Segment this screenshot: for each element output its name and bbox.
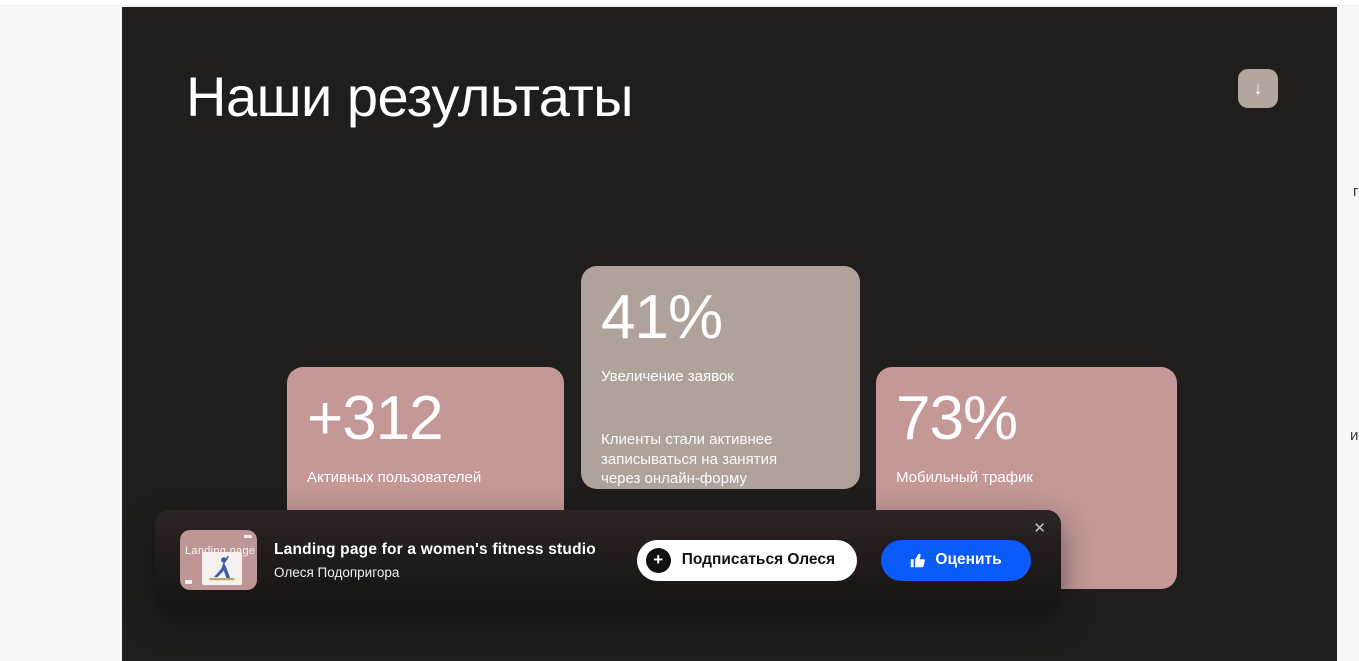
follow-button[interactable]: + Подписаться Олеся bbox=[636, 539, 857, 581]
stat-value: 41% bbox=[601, 283, 723, 352]
stat-card-leads-increase: 41% Увеличение заявок Клиенты стали акти… bbox=[581, 266, 860, 489]
plus-icon: + bbox=[645, 547, 671, 573]
thumbnail-corner-mark bbox=[244, 535, 252, 538]
appreciate-button-label: Оценить bbox=[935, 551, 1002, 568]
stat-value: +312 bbox=[307, 384, 444, 453]
top-band bbox=[0, 0, 1359, 6]
project-info: Landing page for a women's fitness studi… bbox=[274, 541, 637, 580]
project-overlay-bar: Landing page Landing page for a women's … bbox=[155, 510, 1061, 610]
scroll-down-button[interactable]: ↓ bbox=[1238, 69, 1278, 108]
section-title: Наши результаты bbox=[186, 65, 634, 128]
stat-description: Клиенты стали активнее записываться на з… bbox=[601, 431, 778, 488]
stat-label: Увеличение заявок bbox=[601, 368, 734, 386]
thumbnail-corner-mark bbox=[185, 580, 192, 584]
follow-button-label: Подписаться Олеся bbox=[681, 551, 835, 568]
thumbs-up-icon bbox=[911, 553, 926, 568]
thumbnail-photo bbox=[202, 552, 242, 585]
project-author-link[interactable]: Олеся Подопригора bbox=[274, 564, 400, 580]
clipped-text-fragment: г bbox=[1353, 183, 1359, 200]
stat-label: Активных пользователей bbox=[307, 469, 482, 487]
stat-value: 73% bbox=[896, 384, 1018, 453]
close-icon[interactable]: ✕ bbox=[1029, 517, 1050, 540]
clipped-text-fragment: и bbox=[1350, 427, 1359, 444]
project-title-link[interactable]: Landing page for a women's fitness studi… bbox=[274, 540, 596, 558]
appreciate-button[interactable]: Оценить bbox=[881, 539, 1031, 581]
fitness-pose-illustration bbox=[209, 555, 235, 580]
stat-label: Мобильный трафик bbox=[896, 469, 1033, 487]
project-thumbnail[interactable]: Landing page bbox=[180, 530, 257, 590]
arrow-down-icon: ↓ bbox=[1253, 79, 1263, 98]
